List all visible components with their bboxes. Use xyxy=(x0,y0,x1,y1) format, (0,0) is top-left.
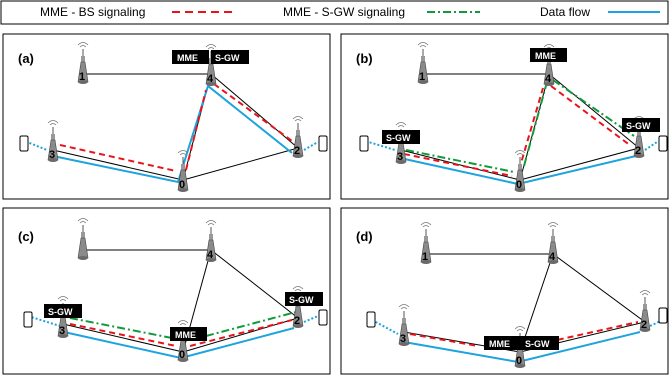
node-label: 1 xyxy=(79,71,85,83)
mme-sgw-signaling xyxy=(69,311,297,339)
phone-icon xyxy=(318,309,328,326)
sgw-tag: S-GW xyxy=(211,50,249,64)
panel-b: (b) 1 4 2 3 0 xyxy=(340,33,669,200)
nodes: 1 4 2 3 0 xyxy=(359,43,668,193)
mme-bs-signaling xyxy=(409,321,639,347)
node-label: 0 xyxy=(516,355,522,367)
phone-icon xyxy=(19,135,29,152)
node-label: 2 xyxy=(641,319,647,331)
phone-icon xyxy=(658,307,668,324)
node-label: 3 xyxy=(397,151,403,163)
nodes: 1 4 2 3 0 xyxy=(366,223,668,369)
phone-icon xyxy=(318,135,328,152)
sgw-tag: S-GW xyxy=(285,292,323,306)
phone-icon xyxy=(658,135,668,152)
node-label: 3 xyxy=(400,333,406,345)
mme-bs-signaling xyxy=(403,85,632,177)
panel-label: (c) xyxy=(18,229,34,244)
sgw-tag: S-GW xyxy=(521,336,559,350)
panel-label: (d) xyxy=(356,229,373,244)
mme-bs-signaling xyxy=(69,319,293,347)
mme-tag: MME xyxy=(172,50,209,64)
mme-tag: MME xyxy=(484,336,521,350)
node-label: 2 xyxy=(294,145,300,157)
phone-icon xyxy=(366,311,376,328)
legend-mme-sgw-label: MME - S-GW signaling xyxy=(283,5,405,19)
panel-a: (a) 1 4 2 3 0 MME xyxy=(2,33,331,200)
mme-sgw-signaling xyxy=(405,79,635,173)
panel-d: (d) 1 4 2 3 0 MME xyxy=(340,207,669,375)
sgw-tag: S-GW xyxy=(622,118,660,132)
sgw-tag: S-GW xyxy=(44,304,82,318)
panel-c: (c) 4 2 3 0 xyxy=(2,207,331,375)
nodes: 1 4 2 3 0 xyxy=(19,43,328,193)
node-label: 1 xyxy=(422,251,428,263)
svg-text:MME: MME xyxy=(177,53,198,63)
node-label: 4 xyxy=(207,249,214,261)
node-label: 2 xyxy=(294,315,300,327)
svg-text:S-GW: S-GW xyxy=(386,133,411,143)
mme-bs-signaling xyxy=(59,83,293,172)
phone-icon xyxy=(359,135,369,152)
node-label: 0 xyxy=(516,179,522,191)
svg-text:S-GW: S-GW xyxy=(289,295,314,305)
svg-text:S-GW: S-GW xyxy=(215,53,240,63)
node-label: 4 xyxy=(549,251,556,263)
mme-tag: MME xyxy=(170,327,207,341)
node-label: 1 xyxy=(419,71,425,83)
nodes: 4 2 3 0 xyxy=(23,219,328,363)
node-label: 2 xyxy=(635,145,641,157)
mme-tag: MME xyxy=(530,48,567,62)
legend-mme-bs-label: MME - BS signaling xyxy=(40,5,145,19)
legend: MME - BS signaling MME - S-GW signaling … xyxy=(0,0,669,25)
panel-label: (b) xyxy=(356,51,373,66)
node-label: 0 xyxy=(179,179,185,191)
svg-text:MME: MME xyxy=(535,51,556,61)
node-label: 0 xyxy=(179,349,185,361)
sgw-tag: S-GW xyxy=(382,130,420,144)
svg-text:MME: MME xyxy=(175,330,196,340)
node-label: 3 xyxy=(49,149,55,161)
svg-text:MME: MME xyxy=(489,339,510,349)
legend-data-flow-label: Data flow xyxy=(540,5,590,19)
panel-label: (a) xyxy=(18,51,34,66)
node-label: 3 xyxy=(59,325,65,337)
node-label: 4 xyxy=(545,73,552,85)
svg-text:S-GW: S-GW xyxy=(525,339,550,349)
node-label: 4 xyxy=(207,73,214,85)
svg-text:S-GW: S-GW xyxy=(48,307,73,317)
svg-text:S-GW: S-GW xyxy=(626,121,651,131)
phone-icon xyxy=(23,311,33,328)
